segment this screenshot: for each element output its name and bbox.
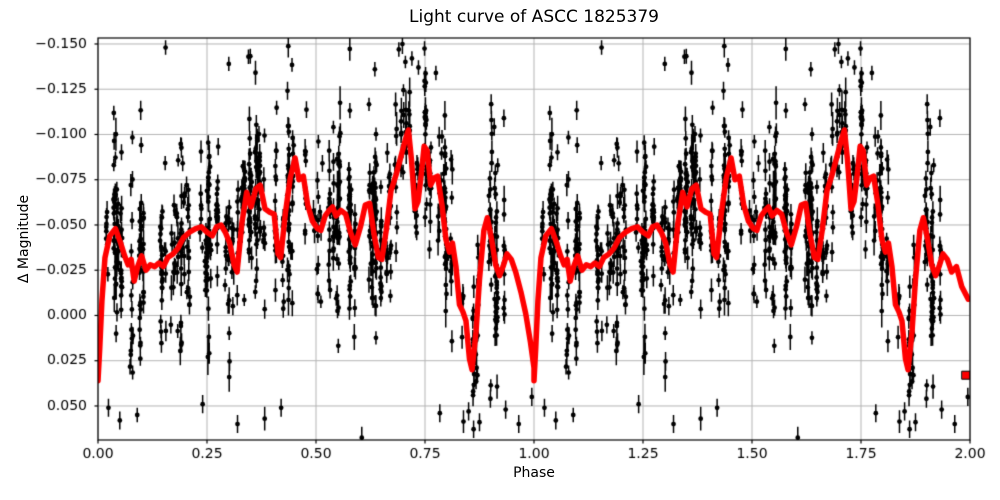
chart-title: Light curve of ASCC 1825379 [409, 7, 659, 27]
x-axis-label: Phase [513, 465, 555, 481]
y-axis-label: Δ Magnitude [16, 194, 32, 284]
